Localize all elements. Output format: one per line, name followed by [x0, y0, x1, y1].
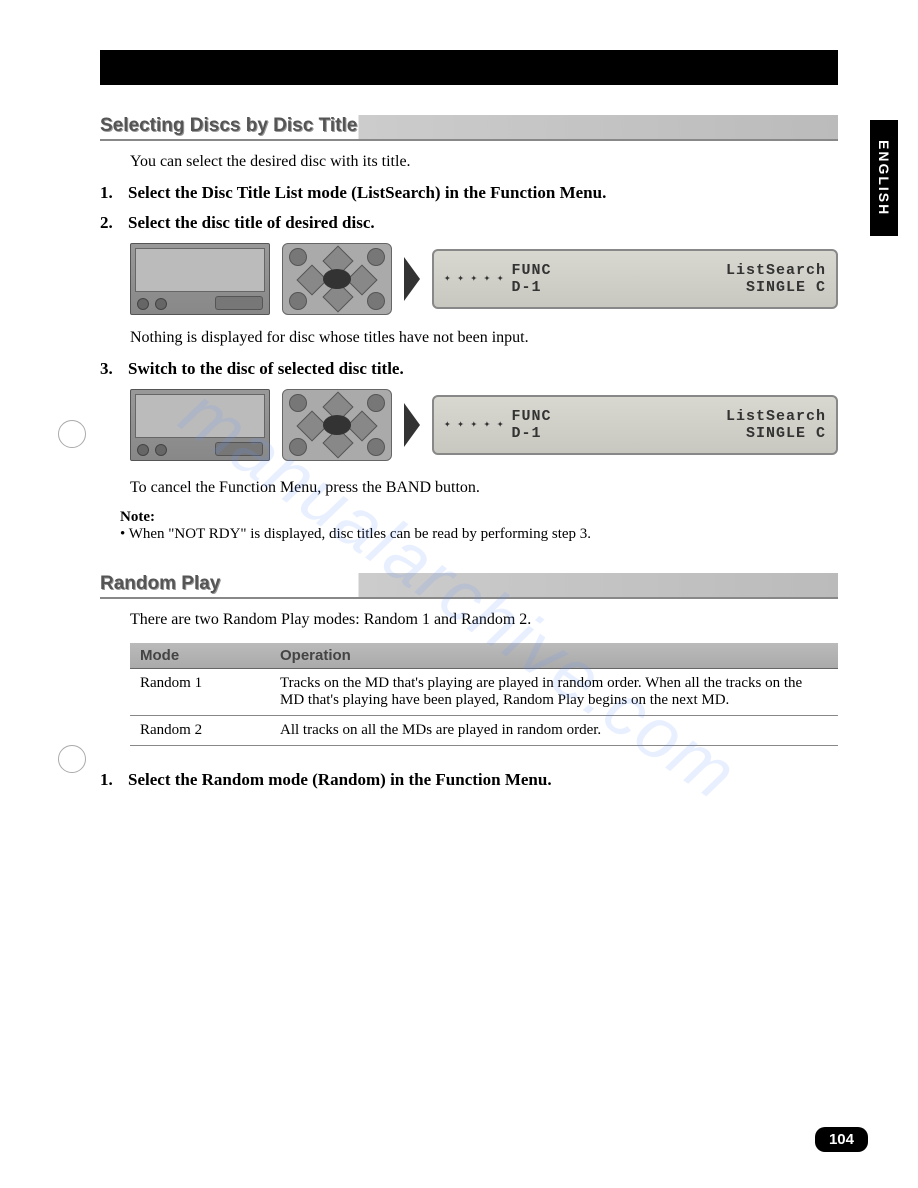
remote-button-icon	[367, 248, 385, 266]
arrow-right-icon	[404, 403, 420, 447]
lcd-indicator-icons: ✦ ✦ ✦ ✦ ✦	[444, 273, 504, 285]
remote-button-icon	[289, 394, 307, 412]
device-button-icon	[137, 298, 149, 310]
table-cell: Tracks on the MD that's playing are play…	[270, 669, 838, 716]
lcd-line: ListSearch	[726, 262, 826, 279]
language-tab: ENGLISH	[870, 120, 898, 236]
lcd-line: ListSearch	[726, 408, 826, 425]
step-number: 3.	[100, 359, 128, 379]
mode-table: Mode Operation Random 1 Tracks on the MD…	[130, 643, 838, 746]
manual-page: manualarchive.com ENGLISH Selecting Disc…	[0, 0, 918, 1188]
step-text: Select the Random mode (Random) in the F…	[128, 770, 838, 790]
device-button-icon	[137, 444, 149, 456]
lcd-text: ListSearch SINGLE C	[726, 262, 826, 296]
remote-button-icon	[289, 292, 307, 310]
header-black-bar	[100, 50, 838, 85]
device-screen	[135, 248, 265, 292]
note-label: Note:	[120, 509, 838, 526]
lcd-text: FUNC D-1	[512, 408, 552, 442]
step-item: 2. Select the disc title of desired disc…	[100, 213, 838, 233]
step-item: 3. Switch to the disc of selected disc t…	[100, 359, 838, 379]
binder-hole	[58, 420, 86, 448]
remote-button-icon	[367, 394, 385, 412]
note-bullet: • When "NOT RDY" is displayed, disc titl…	[120, 526, 838, 543]
lcd-line: SINGLE C	[726, 279, 826, 296]
device-button-icon	[155, 298, 167, 310]
step-text: Select the Disc Title List mode (ListSea…	[128, 183, 838, 203]
binder-hole	[58, 745, 86, 773]
device-buttons	[137, 444, 167, 456]
arrow-right-icon	[404, 257, 420, 301]
step-text: Select the disc title of desired disc.	[128, 213, 838, 233]
table-header: Operation	[270, 643, 838, 669]
step-number: 1.	[100, 183, 128, 203]
lcd-display: ✦ ✦ ✦ ✦ ✦ FUNC D-1 ListSearch SINGLE C	[432, 395, 838, 455]
lcd-text: ListSearch SINGLE C	[726, 408, 826, 442]
table-row: Random 1 Tracks on the MD that's playing…	[130, 669, 838, 716]
remote-illustration	[282, 389, 392, 461]
step-text: Switch to the disc of selected disc titl…	[128, 359, 838, 379]
page-number: 104	[815, 1127, 868, 1152]
mode-table-wrap: Mode Operation Random 1 Tracks on the MD…	[130, 643, 838, 746]
device-screen	[135, 394, 265, 438]
remote-illustration	[282, 243, 392, 315]
lcd-line: SINGLE C	[726, 425, 826, 442]
step-number: 2.	[100, 213, 128, 233]
lcd-line: D-1	[512, 279, 552, 296]
remote-button-icon	[289, 438, 307, 456]
lcd-line: FUNC	[512, 262, 552, 279]
cancel-text: To cancel the Function Menu, press the B…	[130, 479, 838, 497]
device-buttons	[137, 298, 167, 310]
remote-button-icon	[289, 248, 307, 266]
table-header: Mode	[130, 643, 270, 669]
note-text: Nothing is displayed for disc whose titl…	[130, 329, 838, 347]
section-title: Selecting Discs by Disc Title	[100, 115, 838, 141]
remote-button-icon	[367, 438, 385, 456]
table-header-row: Mode Operation	[130, 643, 838, 669]
table-cell: Random 1	[130, 669, 270, 716]
intro-text: There are two Random Play modes: Random …	[130, 611, 838, 629]
lcd-indicator-icons: ✦ ✦ ✦ ✦ ✦	[444, 419, 504, 431]
remote-dpad-icon	[346, 410, 377, 441]
section-title: Random Play	[100, 573, 838, 599]
device-track-buttons	[215, 442, 263, 456]
device-illustration	[130, 243, 270, 315]
lcd-display: ✦ ✦ ✦ ✦ ✦ FUNC D-1 ListSearch SINGLE C	[432, 249, 838, 309]
remote-dpad-icon	[346, 264, 377, 295]
intro-text: You can select the desired disc with its…	[130, 153, 838, 171]
lcd-line: D-1	[512, 425, 552, 442]
lcd-line: FUNC	[512, 408, 552, 425]
lcd-text: FUNC D-1	[512, 262, 552, 296]
device-track-buttons	[215, 296, 263, 310]
table-cell: All tracks on all the MDs are played in …	[270, 716, 838, 746]
remote-center-button	[323, 415, 351, 435]
illustration-row: ✦ ✦ ✦ ✦ ✦ FUNC D-1 ListSearch SINGLE C	[130, 389, 838, 461]
device-button-icon	[155, 444, 167, 456]
device-illustration	[130, 389, 270, 461]
table-row: Random 2 All tracks on all the MDs are p…	[130, 716, 838, 746]
step-number: 1.	[100, 770, 128, 790]
step-item: 1. Select the Disc Title List mode (List…	[100, 183, 838, 203]
table-cell: Random 2	[130, 716, 270, 746]
remote-center-button	[323, 269, 351, 289]
step-item: 1. Select the Random mode (Random) in th…	[100, 770, 838, 790]
illustration-row: ✦ ✦ ✦ ✦ ✦ FUNC D-1 ListSearch SINGLE C	[130, 243, 838, 315]
remote-button-icon	[367, 292, 385, 310]
